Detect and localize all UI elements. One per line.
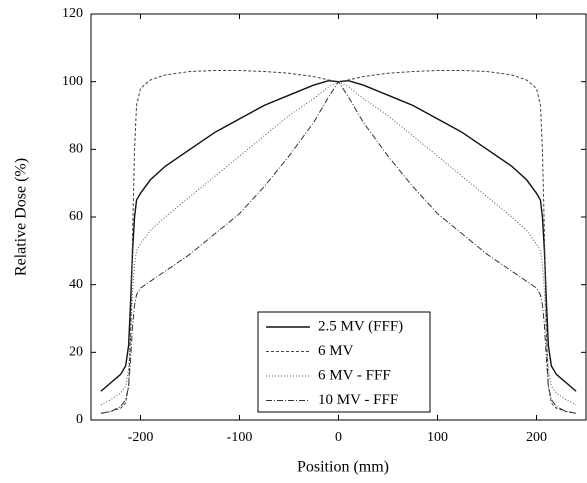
legend-box (257, 311, 431, 413)
x-tick-label: 0 (335, 430, 342, 445)
x-tick-label: 100 (427, 430, 448, 445)
y-tick-label: 20 (69, 345, 83, 360)
y-tick-label: 100 (62, 74, 83, 89)
y-tick-label: 40 (69, 277, 83, 292)
y-tick-label: 0 (76, 412, 83, 427)
y-axis-title: Relative Dose (%) (13, 158, 30, 276)
y-tick-label: 120 (62, 6, 83, 21)
legend-label: 6 MV (318, 343, 354, 359)
y-tick-label: 80 (69, 142, 83, 157)
x-axis-title: Position (mm) (297, 459, 389, 476)
legend-label: 6 MV - FFF (318, 367, 391, 383)
line-series (100, 80, 577, 414)
legend-label: 10 MV - FFF (318, 392, 398, 408)
x-tick-label: -100 (227, 430, 253, 445)
x-tick-label: 200 (526, 430, 547, 445)
x-tick-label: -200 (128, 430, 154, 445)
legend-label: 2.5 MV (FFF) (318, 318, 403, 334)
y-tick-label: 60 (69, 209, 83, 224)
